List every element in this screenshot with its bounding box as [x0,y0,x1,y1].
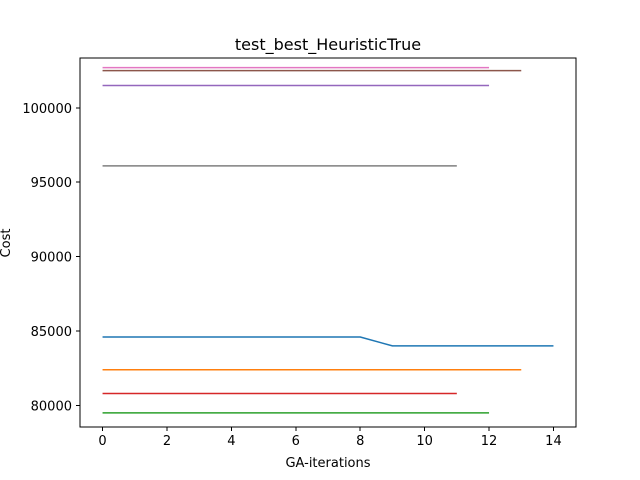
x-axis-ticks: 0 2 4 6 8 10 12 14 [98,427,562,449]
plot-frame [79,57,577,428]
x-axis-label: GA-iterations [285,456,370,471]
y-axis-label: Cost [0,229,14,258]
x-tick-label: 10 [416,434,433,449]
x-tick-label: 2 [163,434,171,449]
series-line-1 [102,336,554,347]
y-tick-label: 90000 [31,251,72,266]
plot-series [102,66,554,414]
x-tick-label: 4 [227,434,235,449]
x-tick-label: 8 [356,434,364,449]
y-axis-ticks: 80000 85000 90000 95000 100000 [22,102,80,414]
chart-title: test_best_HeuristicTrue [235,35,421,55]
y-tick-label: 95000 [31,176,72,191]
x-tick-label: 12 [481,434,498,449]
x-tick-label: 14 [545,434,562,449]
y-tick-label: 85000 [31,325,72,340]
x-tick-label: 0 [98,434,106,449]
x-tick-label: 6 [292,434,300,449]
y-tick-label: 100000 [22,102,72,117]
y-tick-label: 80000 [31,399,72,414]
